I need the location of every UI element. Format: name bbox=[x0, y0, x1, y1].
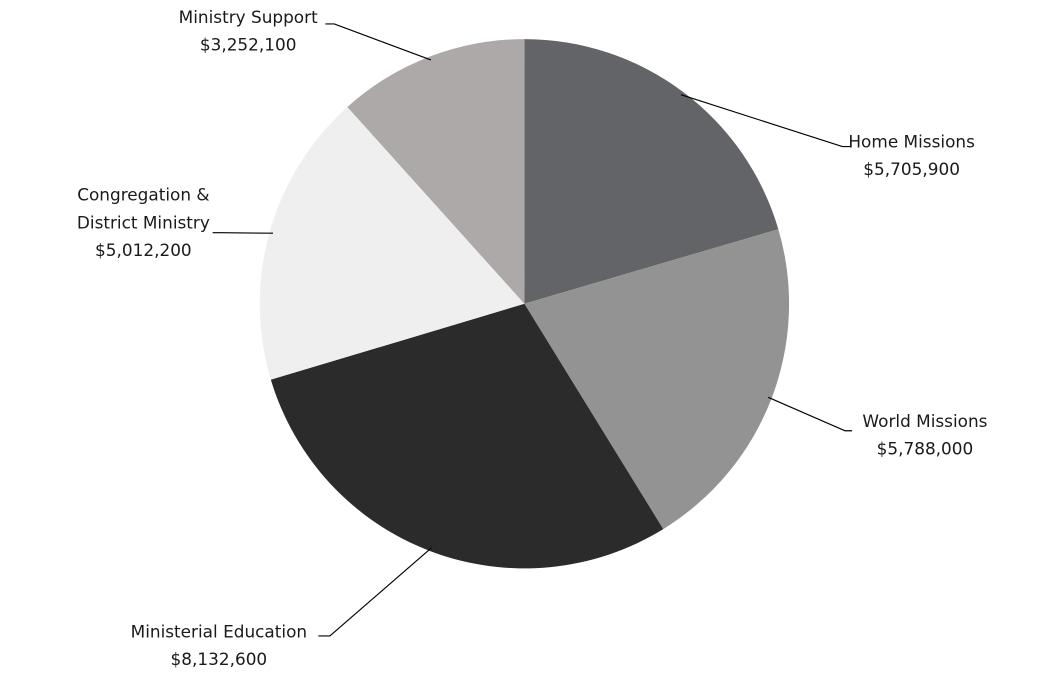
leader-line bbox=[325, 23, 432, 61]
slice-label: Congregation & District Ministry bbox=[76, 185, 210, 233]
pie-area bbox=[212, 23, 853, 637]
leader-line bbox=[680, 94, 852, 148]
pie-slice bbox=[270, 303, 664, 569]
slice-label: Ministerial Education bbox=[130, 622, 308, 643]
leader-line bbox=[767, 396, 853, 432]
pie-slice bbox=[524, 229, 790, 530]
chart: Home Missions $5,705,900 World Missions $5,… bbox=[59, 0, 1002, 675]
pie-slice bbox=[524, 39, 779, 304]
value-label: $5,012,200 bbox=[95, 240, 192, 261]
leader-line bbox=[318, 547, 432, 637]
slice-label: Home Missions bbox=[848, 132, 975, 152]
pie-slice bbox=[347, 39, 525, 304]
slice-label: Ministry Support bbox=[178, 7, 318, 28]
pie-slice bbox=[259, 106, 525, 380]
value-label: $5,705,900 bbox=[863, 159, 960, 180]
value-label: $8,132,600 bbox=[170, 650, 268, 670]
slice-label: World Missions bbox=[862, 412, 988, 432]
value-label: $5,788,000 bbox=[876, 439, 974, 460]
value-label: $3,252,100 bbox=[199, 35, 297, 56]
